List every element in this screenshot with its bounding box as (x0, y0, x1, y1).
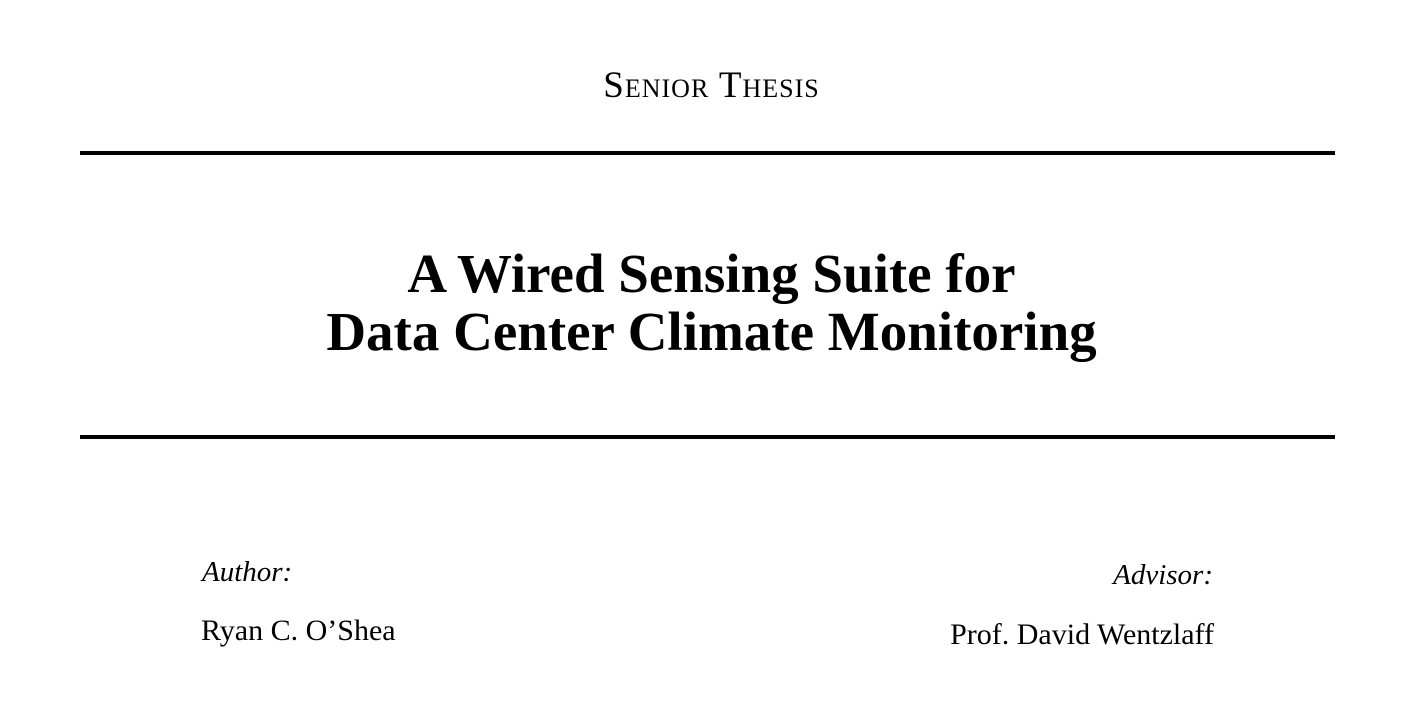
author-label: Author: (202, 556, 293, 588)
author-name: Ryan C. O’Shea (201, 614, 396, 647)
thesis-title-line-1: A Wired Sensing Suite for (407, 243, 1016, 304)
advisor-label: Advisor: (1113, 559, 1213, 591)
top-horizontal-rule (80, 151, 1335, 155)
bottom-horizontal-rule (80, 435, 1335, 439)
document-type-heading: Senior Thesis (603, 65, 820, 106)
thesis-title-line-2: Data Center Climate Monitoring (326, 301, 1097, 362)
thesis-title: A Wired Sensing Suite for Data Center Cl… (0, 245, 1423, 361)
advisor-name: Prof. David Wentzlaff (950, 618, 1214, 651)
